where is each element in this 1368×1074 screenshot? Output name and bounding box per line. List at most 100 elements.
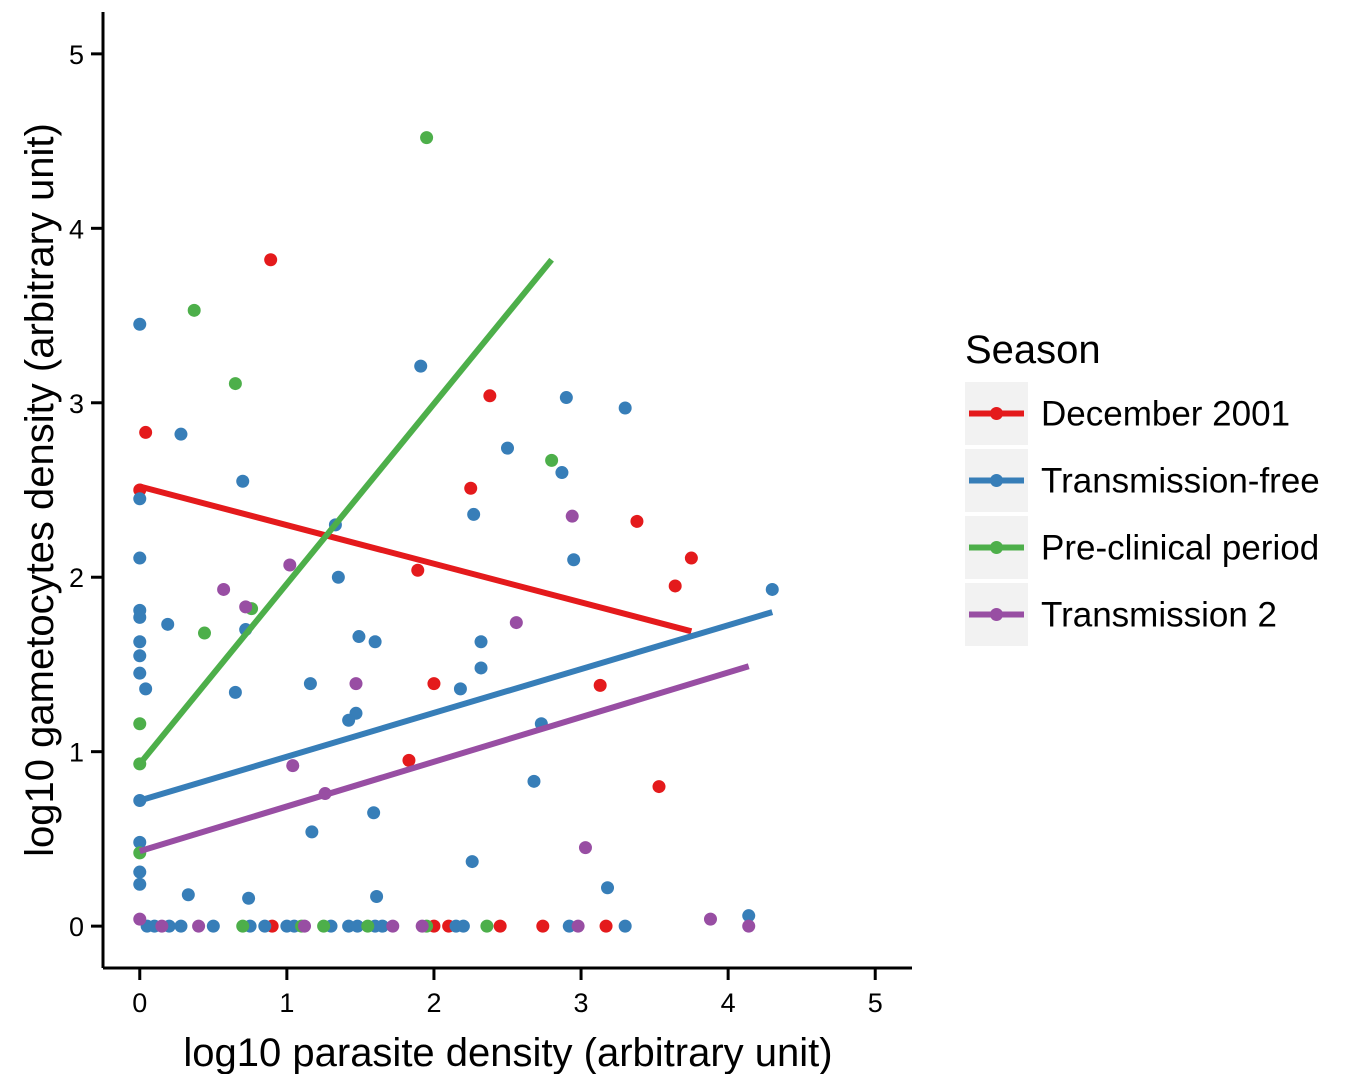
data-point [242, 891, 256, 905]
data-point [342, 713, 356, 727]
legend-title: Season [965, 328, 1101, 372]
data-point [187, 303, 201, 317]
data-point [367, 806, 381, 820]
x-tick-label: 2 [426, 988, 441, 1018]
legend-item: December 2001 [965, 382, 1290, 445]
legend-item: Transmission 2 [965, 583, 1277, 646]
data-point [133, 835, 147, 849]
data-point [368, 635, 382, 649]
data-point [133, 635, 147, 649]
data-point [352, 630, 366, 644]
data-point [618, 919, 632, 933]
data-point [420, 131, 434, 145]
data-point [599, 919, 613, 933]
data-point [555, 466, 569, 480]
legend-key-point [990, 608, 1003, 621]
data-point [133, 551, 147, 565]
trend-line [138, 663, 750, 854]
legend-key-point [990, 407, 1003, 420]
data-point [236, 919, 250, 933]
data-point [286, 759, 300, 773]
data-point [545, 453, 559, 467]
data-point [239, 600, 253, 614]
data-point [765, 582, 779, 596]
data-point [133, 877, 147, 891]
y-tick-label: 5 [69, 40, 84, 70]
x-axis-title: log10 parasite density (arbitrary unit) [183, 1031, 832, 1074]
legend-label: Transmission 2 [1041, 596, 1277, 635]
data-point [264, 253, 278, 267]
legend-label: Transmission-free [1041, 462, 1320, 501]
data-point [217, 582, 231, 596]
data-point [331, 570, 345, 584]
data-point [465, 855, 479, 869]
legend-item: Pre-clinical period [965, 516, 1319, 579]
data-point [161, 617, 175, 631]
data-point [386, 919, 400, 933]
x-tick-label: 0 [132, 988, 147, 1018]
data-point [174, 427, 188, 441]
data-point [480, 919, 494, 933]
data-point [652, 780, 666, 794]
data-point [206, 919, 220, 933]
data-point [703, 912, 717, 926]
data-point [527, 774, 541, 788]
data-point [298, 919, 312, 933]
x-tick-label: 5 [868, 988, 883, 1018]
data-point [133, 865, 147, 879]
data-point [565, 509, 579, 523]
data-point [228, 377, 242, 391]
data-point [415, 919, 429, 933]
x-ticks: 0 1 2 3 4 5 [132, 968, 883, 1018]
axes: 0 1 2 3 4 5 0 1 2 3 4 5 [69, 12, 912, 1018]
trend-line [137, 257, 554, 766]
data-point [133, 717, 147, 731]
data-point [349, 677, 363, 691]
data-point [133, 317, 147, 331]
data-point [414, 359, 428, 373]
trend-line [138, 609, 774, 804]
data-point [536, 919, 550, 933]
data-point [684, 551, 698, 565]
data-point [228, 685, 242, 699]
legend-label: December 2001 [1041, 395, 1290, 434]
series-points [133, 509, 756, 933]
data-point [742, 919, 756, 933]
x-tick-label: 3 [574, 988, 589, 1018]
data-point [197, 626, 211, 640]
data-point [402, 753, 416, 767]
y-axis-title: log10 gametocytes density (arbitrary uni… [18, 123, 62, 857]
data-point [567, 553, 581, 567]
data-point [133, 666, 147, 680]
legend-label: Pre-clinical period [1041, 529, 1319, 568]
data-point [467, 507, 481, 521]
data-point [139, 682, 153, 696]
data-point [474, 635, 488, 649]
y-tick-label: 1 [69, 738, 84, 768]
data-point [375, 919, 389, 933]
data-point [317, 919, 331, 933]
data-point [174, 919, 188, 933]
data-point [483, 389, 497, 403]
data-point [133, 912, 147, 926]
y-tick-label: 0 [69, 912, 84, 942]
series-points [133, 131, 559, 933]
data-point [350, 919, 364, 933]
data-point [133, 492, 147, 506]
data-point [618, 401, 632, 415]
y-tick-label: 4 [69, 214, 84, 244]
data-point [453, 682, 467, 696]
legend-item: Transmission-free [965, 449, 1320, 512]
legend: Season December 2001 Transmission-free Pre… [965, 328, 1320, 646]
data-point [139, 425, 153, 439]
data-point [236, 474, 250, 488]
data-point [593, 678, 607, 692]
data-point [370, 889, 384, 903]
data-point [571, 919, 585, 933]
data-point [668, 579, 682, 593]
data-point [283, 558, 297, 572]
data-point [155, 919, 169, 933]
y-ticks: 0 1 2 3 4 5 [69, 40, 103, 942]
data-point [493, 919, 507, 933]
